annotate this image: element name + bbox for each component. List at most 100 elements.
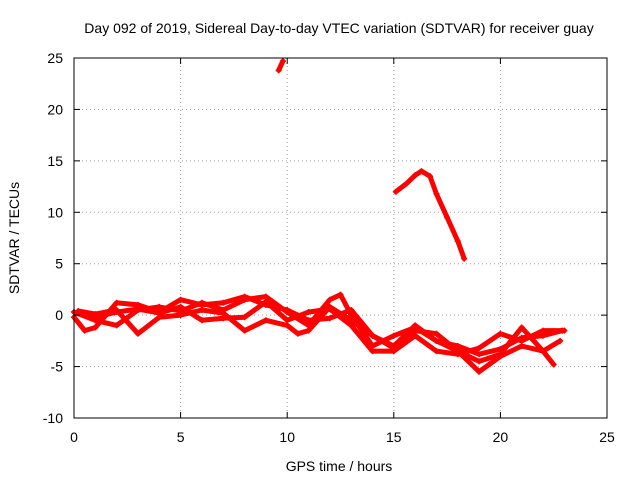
data-point-track-4 [326,305,333,312]
data-point-track-1 [337,291,344,298]
data-point-track-3 [262,317,269,324]
data-point-track-1 [262,293,269,300]
data-point-track-2 [92,324,99,331]
data-point-track-2 [433,330,440,337]
x-tick-label: 5 [177,429,185,445]
plot-frame [73,57,608,419]
data-point-track-6 [392,188,399,195]
data-point-track-2 [241,293,248,300]
y-tick-label: -5 [51,359,64,375]
data-point-track-5 [275,67,282,74]
data-point-track-4 [92,314,99,321]
data-point-track-2 [476,368,483,375]
data-point-track-4 [177,303,184,310]
data-point-track-4 [262,298,269,305]
data-point-track-6 [461,255,468,262]
data-point-track-3 [198,307,205,313]
data-point-track-6 [412,172,419,179]
data-point-track-4 [369,348,376,355]
x-axis-label: GPS time / hours [286,458,393,474]
data-point-track-4 [518,337,525,344]
data-point-track-1 [390,332,397,339]
data-point-track-3 [134,330,141,337]
data-point-track-1 [540,332,547,339]
data-point-track-4 [241,314,248,321]
data-point-track-3 [177,312,184,319]
data-point-track-4 [156,310,163,317]
data-point-track-4 [476,345,483,352]
x-tick-label: 0 [70,429,78,445]
data-point-track-3 [433,337,440,344]
data-point-track-1 [476,351,483,358]
data-point-track-3 [550,361,557,368]
data-point-track-4 [497,330,504,337]
data-point-track-6 [444,214,451,221]
data-point-track-1 [326,296,333,303]
data-point-track-4 [412,332,419,339]
data-point-track-4 [454,351,461,358]
data-point-track-3 [518,324,525,331]
data-point-track-6 [403,180,410,187]
axis-ticks: 0 5 10 15 20 25 -10 -5 0 5 10 15 20 25 [43,50,615,445]
y-tick-label: 15 [47,153,63,169]
y-axis-label: SDTVAR / TECUs [6,182,22,294]
chart-title: Day 092 of 2019, Sidereal Day-to-day VTE… [84,20,593,36]
data-point-track-2 [220,299,227,306]
data-point-track-4 [198,317,205,324]
data-point-track-4 [134,305,141,312]
data-point-track-4 [433,348,440,355]
x-tick-label: 10 [279,429,295,445]
data-point-track-1 [156,303,163,310]
data-point-track-3 [540,348,547,355]
data-point-track-3 [412,322,419,329]
data-point-track-2 [177,296,184,303]
y-tick-label: 0 [55,307,63,323]
data-point-track-4 [284,317,291,324]
data-point-track-4 [220,315,227,322]
y-tick-label: 25 [47,50,63,66]
data-point-track-2 [326,315,333,322]
grid [74,58,607,418]
data-point-track-2 [284,307,291,313]
data-point-track-3 [284,322,291,329]
data-point-track-3 [220,310,227,317]
data-point-track-4 [390,348,397,355]
x-tick-label: 25 [599,429,615,445]
x-tick-label: 15 [386,429,402,445]
data-point-track-2 [305,317,312,324]
data-point-track-4 [113,309,120,316]
series-line-track-4 [82,299,567,357]
data-point-track-4 [81,312,88,319]
data-point-track-6 [454,238,461,245]
data-point-track-3 [305,327,312,334]
data-point-track-4 [561,327,568,334]
y-tick-label: -10 [43,410,63,426]
x-tick-label: 20 [493,429,509,445]
data-point-track-3 [497,351,504,358]
data-point-track-4 [348,322,355,329]
data-point-track-3 [294,330,301,337]
data-point-track-2 [113,299,120,306]
data-point-track-2 [557,337,564,344]
y-tick-label: 10 [47,204,63,220]
data-point-track-3 [75,308,82,315]
data-point-track-1 [113,322,120,329]
data-point-track-3 [369,332,376,339]
data-point-track-2 [81,327,88,334]
data-point-track-6 [433,190,440,197]
data-point-track-3 [241,327,248,334]
data-point-track-3 [476,358,483,365]
data-point-track-2 [198,301,205,308]
y-tick-label: 20 [47,101,63,117]
data-point-track-6 [427,173,434,180]
data-point-track-5 [279,58,286,65]
y-tick-label: 5 [55,256,63,272]
data-point-track-6 [418,168,425,175]
data-point-track-2 [518,343,525,349]
data-point-track-2 [348,307,355,313]
data-point-track-4 [540,327,547,334]
series-layer [71,58,568,375]
data-point-track-4 [305,309,312,316]
